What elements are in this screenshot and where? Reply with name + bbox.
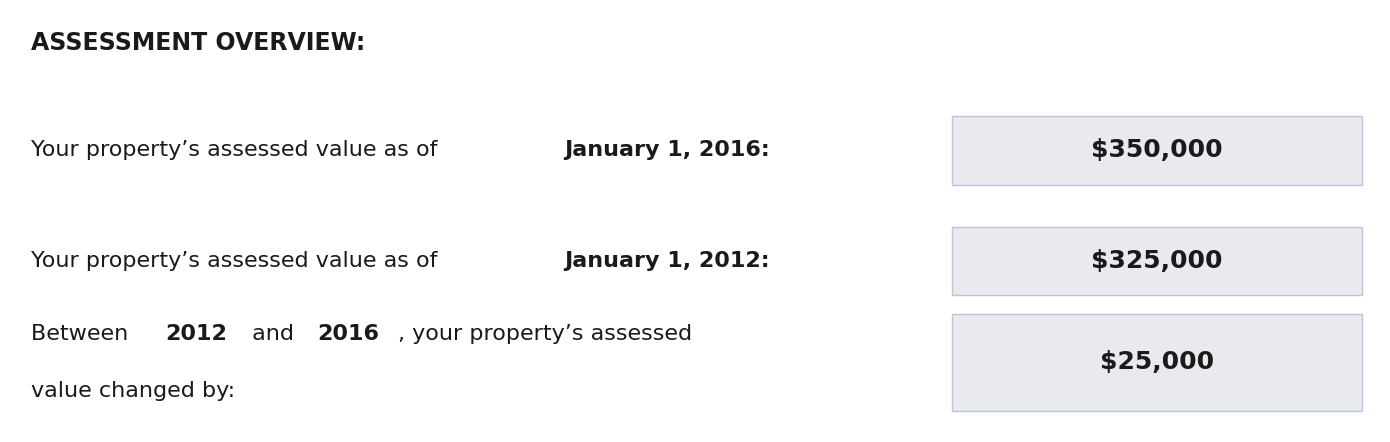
Text: 2012: 2012: [165, 324, 227, 344]
Text: $325,000: $325,000: [1091, 249, 1223, 273]
Text: ASSESSMENT OVERVIEW:: ASSESSMENT OVERVIEW:: [31, 31, 364, 55]
Text: Your property’s assessed value as of: Your property’s assessed value as of: [31, 251, 445, 271]
Text: $25,000: $25,000: [1099, 351, 1215, 374]
FancyBboxPatch shape: [952, 226, 1362, 295]
FancyBboxPatch shape: [952, 314, 1362, 411]
Text: $350,000: $350,000: [1091, 138, 1223, 162]
FancyBboxPatch shape: [952, 116, 1362, 184]
Text: , your property’s assessed: , your property’s assessed: [398, 324, 692, 344]
Text: and: and: [245, 324, 302, 344]
Text: value changed by:: value changed by:: [31, 381, 235, 401]
Text: January 1, 2016:: January 1, 2016:: [564, 140, 770, 160]
Text: 2016: 2016: [317, 324, 379, 344]
Text: January 1, 2012:: January 1, 2012:: [564, 251, 770, 271]
Text: Your property’s assessed value as of: Your property’s assessed value as of: [31, 140, 445, 160]
Text: Between: Between: [31, 324, 135, 344]
